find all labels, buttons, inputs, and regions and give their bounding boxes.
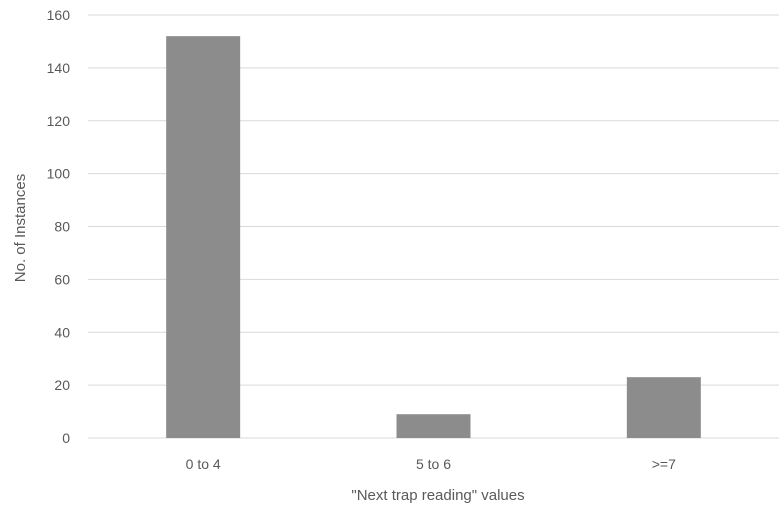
y-tick-label: 80 [54,219,70,235]
y-tick-label: 160 [47,7,71,23]
y-tick-label: 120 [47,113,71,129]
y-axis-title: No. of Instances [12,174,29,282]
bars [166,36,701,439]
y-tick-label: 100 [47,166,71,182]
bar-2 [626,377,701,438]
y-tick-label: 0 [62,430,70,446]
y-tick-label: 20 [54,377,70,393]
bar-1 [396,414,471,438]
x-category-label: >=7 [652,456,676,472]
y-tick-labels: 0 20 40 60 80 100 120 140 160 [47,7,71,446]
y-tick-label: 40 [54,324,70,340]
x-axis-title: "Next trap reading" values [351,487,524,504]
x-category-labels: 0 to 4 5 to 6 >=7 [186,456,676,472]
y-tick-label: 60 [54,271,70,287]
bar-0 [166,36,241,439]
y-tick-label: 140 [47,60,71,76]
x-category-label: 5 to 6 [416,456,451,472]
x-category-label: 0 to 4 [186,456,221,472]
